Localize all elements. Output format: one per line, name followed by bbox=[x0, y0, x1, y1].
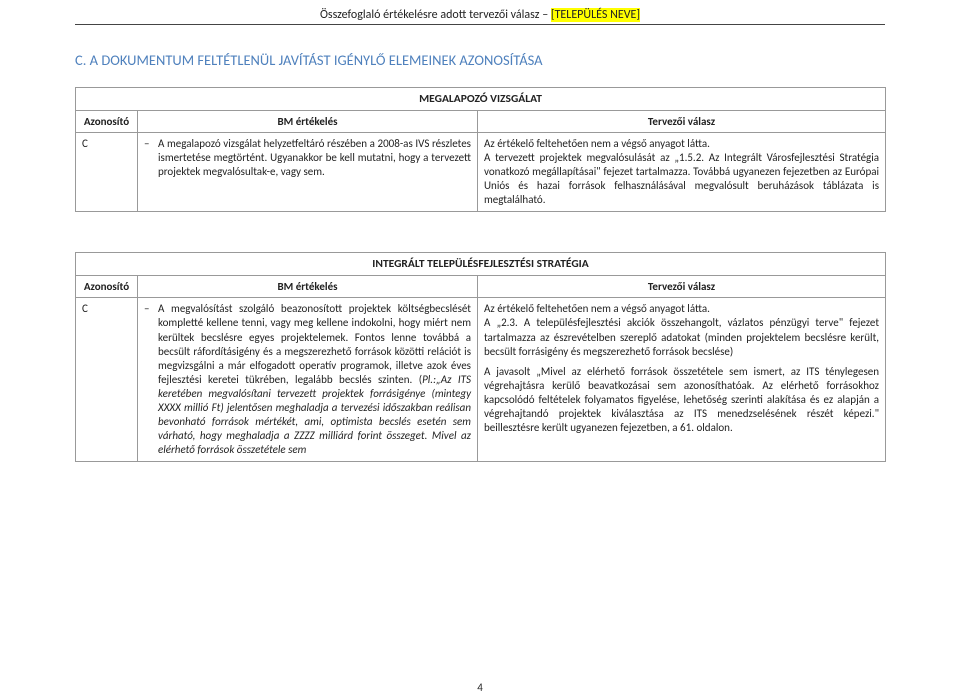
section-title: C. A DOKUMENTUM FELTÉTLENÜL JAVÍTÁST IGÉ… bbox=[75, 51, 885, 69]
table-title: INTEGRÁLT TELEPÜLÉSFEJLESZTÉSI STRATÉGIA bbox=[76, 253, 886, 276]
cell-azonosito: C bbox=[76, 133, 138, 212]
header-highlight: [TELEPÜLÉS NEVE] bbox=[551, 8, 640, 22]
col-header-tervezoi: Tervezői válasz bbox=[478, 111, 886, 133]
col-header-bm: BM értékelés bbox=[138, 111, 478, 133]
dash-icon: – bbox=[144, 302, 158, 457]
list-item: – A megalapozó vizsgálat helyzetfeltáró … bbox=[144, 137, 471, 179]
spacer bbox=[75, 212, 885, 252]
cell-bm: – A megalapozó vizsgálat helyzetfeltáró … bbox=[138, 133, 478, 212]
list-item: – A megvalósítást szolgáló beazonosított… bbox=[144, 302, 471, 457]
dash-icon: – bbox=[144, 137, 158, 179]
tv-line-2: A „2.3. A településfejlesztési akciók ös… bbox=[484, 316, 879, 358]
cell-bm: – A megvalósítást szolgáló beazonosított… bbox=[138, 298, 478, 462]
page-number: 4 bbox=[0, 681, 960, 694]
table-row: Azonosító BM értékelés Tervezői válasz bbox=[76, 111, 886, 133]
header-rule bbox=[75, 24, 885, 25]
col-header-tervezoi: Tervezői válasz bbox=[478, 276, 886, 298]
tv-line-1: Az értékelő feltehetően nem a végső anya… bbox=[484, 302, 879, 316]
table-row: C – A megalapozó vizsgálat helyzetfeltár… bbox=[76, 133, 886, 212]
cell-tervezoi: Az értékelő feltehetően nem a végső anya… bbox=[478, 133, 886, 212]
tv-line-1: Az értékelő feltehetően nem a végső anya… bbox=[484, 137, 879, 151]
page-header: Összefoglaló értékelésre adott tervezői … bbox=[0, 0, 960, 22]
table-row: INTEGRÁLT TELEPÜLÉSFEJLESZTÉSI STRATÉGIA bbox=[76, 253, 886, 276]
header-prefix: Összefoglaló értékelésre adott tervezői … bbox=[320, 8, 551, 22]
col-header-bm: BM értékelés bbox=[138, 276, 478, 298]
content-area: C. A DOKUMENTUM FELTÉTLENÜL JAVÍTÁST IGÉ… bbox=[75, 51, 885, 462]
cell-tervezoi: Az értékelő feltehetően nem a végső anya… bbox=[478, 298, 886, 462]
table-its: INTEGRÁLT TELEPÜLÉSFEJLESZTÉSI STRATÉGIA… bbox=[75, 252, 886, 462]
table-row: C – A megvalósítást szolgáló beazonosíto… bbox=[76, 298, 886, 462]
tv-line-2: A tervezett projektek megvalósulását az … bbox=[484, 151, 879, 207]
tv-line-3: A javasolt „Mivel az elérhető források ö… bbox=[484, 365, 879, 435]
bm-text: A megalapozó vizsgálat helyzetfeltáró ré… bbox=[158, 137, 471, 179]
col-header-azonosito: Azonosító bbox=[76, 111, 138, 133]
table-megalapozo: MEGALAPOZÓ VIZSGÁLAT Azonosító BM értéke… bbox=[75, 87, 886, 212]
table-row: Azonosító BM értékelés Tervezői válasz bbox=[76, 276, 886, 298]
table-row: MEGALAPOZÓ VIZSGÁLAT bbox=[76, 88, 886, 111]
col-header-azonosito: Azonosító bbox=[76, 276, 138, 298]
table-title: MEGALAPOZÓ VIZSGÁLAT bbox=[76, 88, 886, 111]
bm-text: A megvalósítást szolgáló beazonosított p… bbox=[158, 302, 471, 457]
cell-azonosito: C bbox=[76, 298, 138, 462]
